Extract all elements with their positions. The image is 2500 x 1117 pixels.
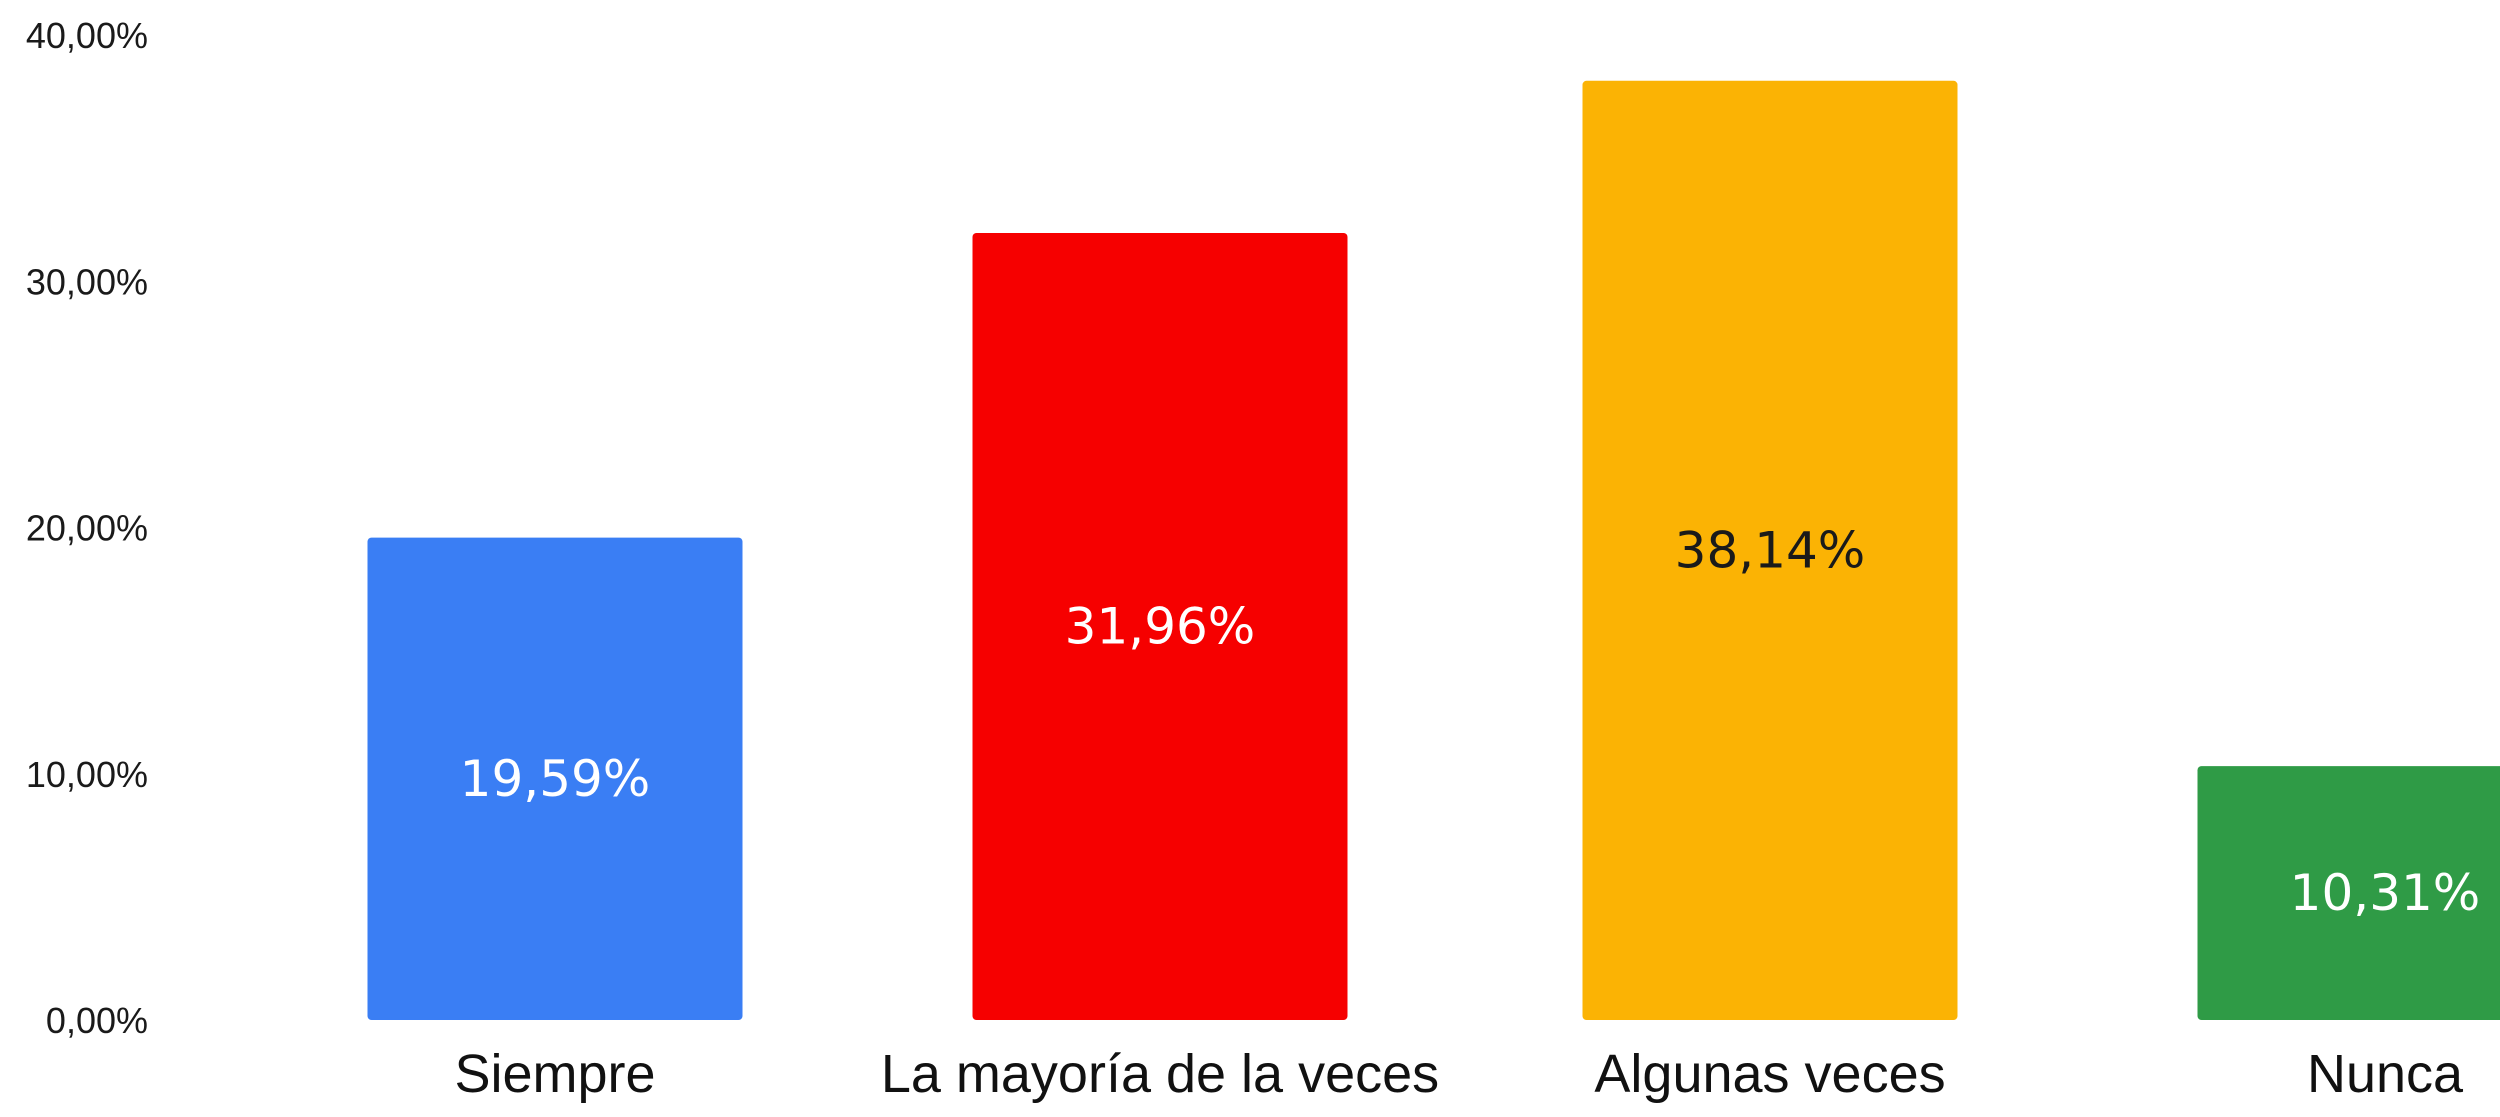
y-tick-label: 0,00% — [46, 1000, 148, 1041]
y-axis-ticks: 0,00% 10,00% 20,00% 30,00% 40,00% — [26, 15, 148, 1041]
bar-data-label: 31,96% — [1065, 597, 1256, 655]
x-category-label: Algunas veces — [1594, 1044, 1945, 1104]
bar — [1582, 80, 1958, 1021]
bar — [972, 232, 1348, 1021]
y-tick-label: 40,00% — [26, 15, 148, 56]
x-category-label: Siempre — [454, 1044, 655, 1104]
bar-data-label: 38,14% — [1675, 521, 1866, 579]
x-axis-category-labels: Siempre La mayoría de la veces Algunas vec… — [454, 1044, 2464, 1104]
x-category-label: Nunca — [2307, 1044, 2464, 1104]
bars — [367, 80, 2500, 1021]
bar-data-label: 19,59% — [460, 750, 651, 808]
y-tick-label: 20,00% — [26, 508, 148, 549]
bar — [367, 537, 743, 1020]
bar — [2197, 766, 2500, 1020]
x-category-label: La mayoría de la veces — [881, 1044, 1439, 1104]
bar-data-label: 10,31% — [2290, 864, 2481, 922]
data-labels: 19,59% 31,96% 38,14% 10,31% — [460, 521, 2481, 922]
y-tick-label: 10,00% — [26, 754, 148, 795]
y-tick-label: 30,00% — [26, 261, 148, 302]
